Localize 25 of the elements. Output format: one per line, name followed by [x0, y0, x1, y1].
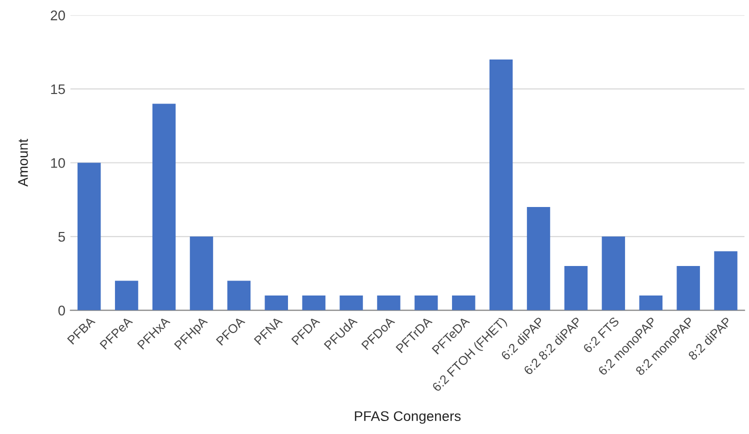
bar: [302, 296, 326, 310]
bar: [414, 296, 438, 310]
bar: [227, 280, 251, 310]
bar: [714, 251, 738, 310]
bar: [190, 236, 214, 310]
bar: [264, 296, 288, 310]
bar: [114, 280, 138, 310]
x-axis-title: PFAS Congeners: [354, 411, 461, 424]
y-tick-label: 10: [51, 158, 66, 168]
bar: [639, 296, 662, 310]
bar: [602, 236, 626, 310]
y-tick-label: 0: [58, 306, 65, 316]
bar: [152, 104, 176, 310]
bar: [452, 296, 476, 310]
bar: [526, 207, 550, 310]
bar: [489, 59, 513, 310]
y-tick-label: 5: [58, 232, 65, 242]
bar: [377, 296, 400, 310]
bar: [564, 266, 588, 310]
bar: [676, 266, 700, 310]
bar: [340, 296, 363, 310]
y-tick-label: 15: [51, 84, 65, 94]
y-axis-title: Amount: [18, 138, 28, 187]
bar: [78, 162, 101, 310]
y-tick-label: 20: [50, 10, 66, 20]
